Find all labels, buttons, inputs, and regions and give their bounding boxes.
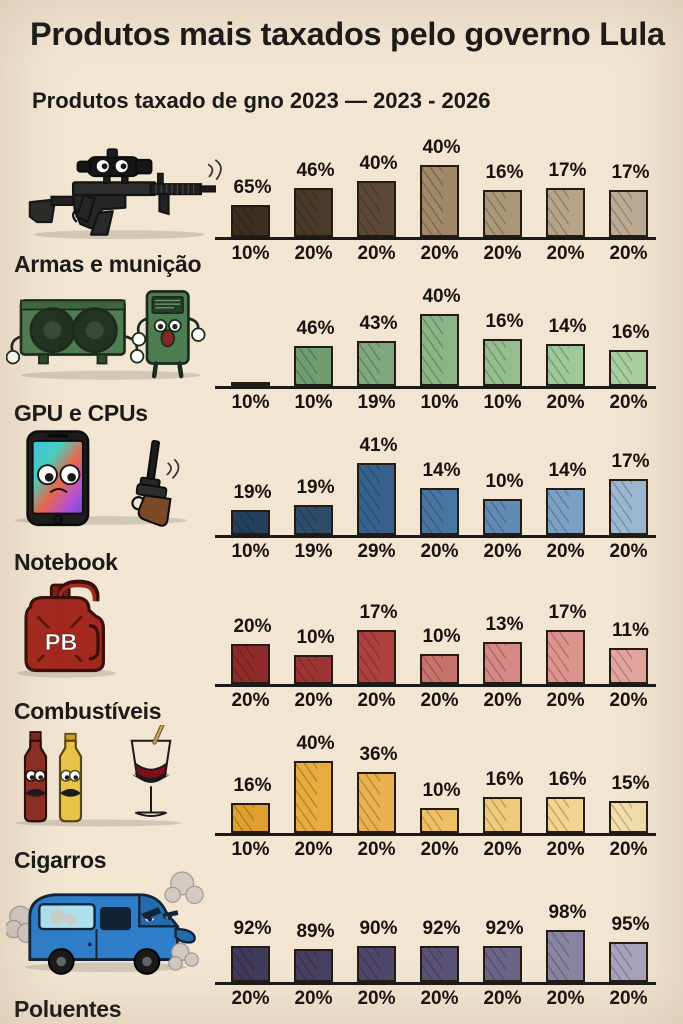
svg-text:PB: PB <box>45 629 77 655</box>
